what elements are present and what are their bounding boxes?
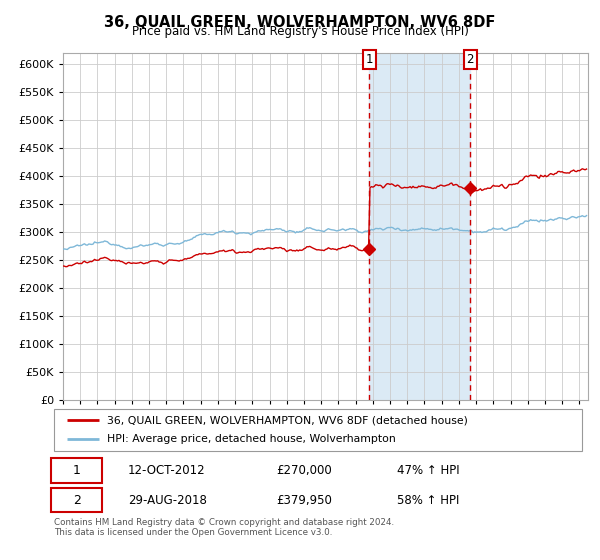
FancyBboxPatch shape (52, 458, 101, 483)
Text: 47% ↑ HPI: 47% ↑ HPI (397, 464, 460, 477)
Text: Contains HM Land Registry data © Crown copyright and database right 2024.
This d: Contains HM Land Registry data © Crown c… (54, 518, 394, 538)
Text: 58% ↑ HPI: 58% ↑ HPI (397, 493, 460, 507)
Text: 29-AUG-2018: 29-AUG-2018 (128, 493, 207, 507)
Text: 1: 1 (73, 464, 80, 477)
Text: £270,000: £270,000 (276, 464, 332, 477)
FancyBboxPatch shape (52, 488, 101, 512)
Bar (369, 53, 470, 400)
Text: Price paid vs. HM Land Registry's House Price Index (HPI): Price paid vs. HM Land Registry's House … (131, 25, 469, 38)
Text: 2: 2 (73, 493, 80, 507)
FancyBboxPatch shape (54, 409, 582, 451)
Text: 1: 1 (365, 53, 373, 66)
Text: HPI: Average price, detached house, Wolverhampton: HPI: Average price, detached house, Wolv… (107, 435, 395, 445)
Text: 36, QUAIL GREEN, WOLVERHAMPTON, WV6 8DF (detached house): 36, QUAIL GREEN, WOLVERHAMPTON, WV6 8DF … (107, 415, 467, 425)
Text: 12-OCT-2012: 12-OCT-2012 (128, 464, 206, 477)
Text: 2: 2 (467, 53, 474, 66)
Text: £379,950: £379,950 (276, 493, 332, 507)
Text: 36, QUAIL GREEN, WOLVERHAMPTON, WV6 8DF: 36, QUAIL GREEN, WOLVERHAMPTON, WV6 8DF (104, 15, 496, 30)
